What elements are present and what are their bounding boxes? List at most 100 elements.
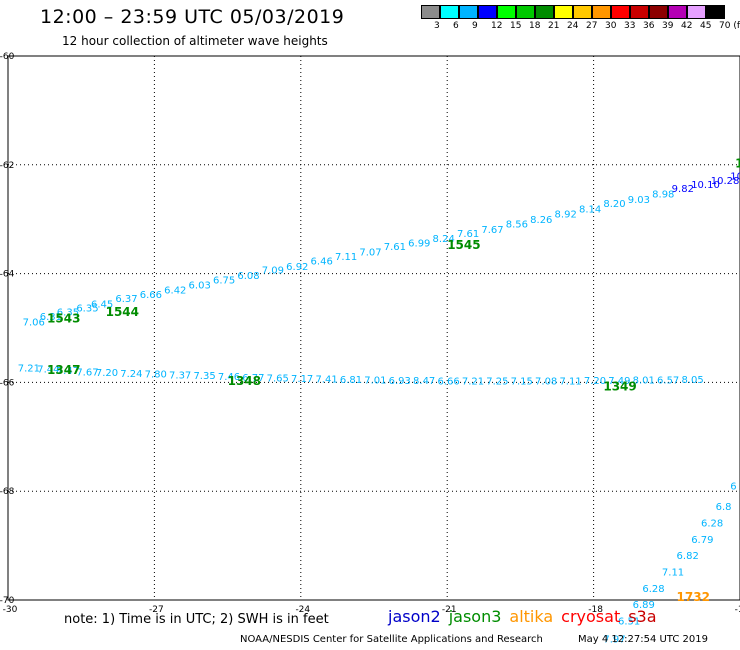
swh-value-label: 6.75 bbox=[213, 275, 235, 286]
colorbar-swatch bbox=[478, 5, 497, 19]
swh-value-label: 6.35 bbox=[57, 307, 79, 318]
colorbar-swatch bbox=[554, 5, 573, 19]
colorbar-swatch bbox=[630, 5, 649, 19]
swh-value-label: 10.10 bbox=[691, 180, 720, 191]
swh-value-label: 7.08 bbox=[535, 377, 557, 388]
colorbar-swatch bbox=[440, 5, 459, 19]
swh-value-label: 6.03 bbox=[189, 280, 211, 291]
colorbar-label: 27 bbox=[586, 21, 598, 31]
colorbar-swatch bbox=[687, 5, 706, 19]
colorbar-label: 24 bbox=[567, 21, 579, 31]
colorbar-swatch bbox=[516, 5, 535, 19]
swh-value-label: 7.67 bbox=[76, 367, 98, 378]
swh-value-label: 8.98 bbox=[652, 189, 674, 200]
satellite-jason2: jason2 bbox=[388, 607, 441, 626]
swh-value-label: 8.01 bbox=[633, 375, 655, 386]
x-tick-label: -24 bbox=[295, 605, 310, 615]
swh-value-label: 7.47 bbox=[57, 366, 79, 377]
swh-value-label: 6.46 bbox=[311, 256, 333, 267]
swh-value-label: 7.15 bbox=[511, 377, 533, 388]
swh-value-label: 6.81 bbox=[340, 375, 362, 386]
x-tick-label: -21 bbox=[442, 605, 457, 615]
swh-value-label: 7.11 bbox=[662, 568, 684, 579]
y-tick-label: -70 bbox=[0, 596, 15, 606]
colorbar-label: 39 bbox=[662, 21, 674, 31]
pass-number-label: 1 bbox=[735, 157, 740, 171]
swh-value-label: 6.93 bbox=[389, 376, 411, 387]
swh-value-label: 6.66 bbox=[140, 290, 162, 301]
colorbar-swatch bbox=[668, 5, 687, 19]
swh-value-label: 6.82 bbox=[677, 551, 699, 562]
colorbar-label: 33 bbox=[624, 21, 636, 31]
swh-value-label: 7.80 bbox=[145, 370, 167, 381]
x-tick-label: -30 bbox=[3, 605, 18, 615]
y-tick-label: -60 bbox=[0, 52, 15, 62]
colorbar-label: 15 bbox=[510, 21, 522, 31]
swh-value-label: 6.92 bbox=[286, 262, 308, 273]
pass-number-label: 1732 bbox=[677, 590, 710, 604]
swh-value-label: 8.56 bbox=[506, 219, 528, 230]
swh-value-label: 7.65 bbox=[267, 373, 289, 384]
swh-value-label: 8.47 bbox=[413, 376, 435, 387]
swh-value-label: 8.05 bbox=[681, 375, 703, 386]
swh-value-label: 6.31 bbox=[40, 312, 62, 323]
swh-value-label: 6.66 bbox=[437, 377, 459, 388]
swh-value-label: 7.46 bbox=[218, 372, 240, 383]
swh-value-label: 8.14 bbox=[579, 205, 601, 216]
colorbar-label: 42 bbox=[681, 21, 693, 31]
swh-value-label: 7.20 bbox=[96, 368, 118, 379]
footer-timestamp: May 4 12:27:54 UTC 2019 bbox=[578, 634, 708, 645]
satellite-cryosat: cryosat bbox=[561, 607, 621, 626]
swh-value-label: 7.01 bbox=[364, 375, 386, 386]
pass-number-label: 1349 bbox=[603, 380, 636, 394]
colorbar-label: 21 bbox=[548, 21, 560, 31]
pass-number-label: 1348 bbox=[228, 374, 261, 388]
swh-value-label: 8.20 bbox=[603, 199, 625, 210]
colorbar-label: 18 bbox=[529, 21, 541, 31]
colorbar-label: 9 bbox=[472, 21, 478, 31]
swh-value-label: 6.08 bbox=[237, 271, 259, 282]
swh-value-label: 7.61 bbox=[457, 229, 479, 240]
colorbar-label: 45 bbox=[700, 21, 712, 31]
y-tick-label: -66 bbox=[0, 378, 15, 388]
swh-value-label: 7.61 bbox=[384, 242, 406, 253]
swh-value-label: 10.01 bbox=[730, 171, 740, 182]
swh-value-label: 7.11 bbox=[559, 377, 581, 388]
note-text: note: 1) Time is in UTC; 2) SWH is in fe… bbox=[64, 612, 329, 627]
colorbar-swatch bbox=[535, 5, 554, 19]
y-tick-label: -62 bbox=[0, 161, 14, 171]
y-tick-label: -68 bbox=[0, 487, 15, 497]
swh-value-label: 6.89 bbox=[633, 600, 655, 611]
colorbar-swatch bbox=[421, 5, 440, 19]
swh-value-label: 7.37 bbox=[169, 371, 191, 382]
swh-value-label: 6.99 bbox=[408, 238, 430, 249]
colorbar-swatch bbox=[497, 5, 516, 19]
colorbar-label: 36 bbox=[643, 21, 655, 31]
colorbar-label: 3 bbox=[434, 21, 440, 31]
swh-value-label: 7.67 bbox=[481, 225, 503, 236]
swh-value-label: 6.77 bbox=[242, 373, 264, 384]
y-tick-label: -64 bbox=[0, 270, 15, 280]
swh-value-label: 6.45 bbox=[91, 299, 113, 310]
swh-value-label: 7.21 bbox=[462, 377, 484, 388]
swh-value-label: 6.37 bbox=[115, 294, 137, 305]
x-tick-label: -15 bbox=[735, 605, 740, 615]
swh-value-label: 7.35 bbox=[193, 371, 215, 382]
x-tick-label: -27 bbox=[149, 605, 164, 615]
pass-number-label: 1543 bbox=[47, 312, 80, 326]
footer-credit: NOAA/NESDIS Center for Satellite Applica… bbox=[240, 634, 543, 645]
swh-value-label: 9.82 bbox=[672, 184, 694, 195]
colorbar-swatch bbox=[459, 5, 478, 19]
swh-value-label: 6.35 bbox=[76, 304, 98, 315]
swh-value-label: 8.24 bbox=[433, 234, 455, 245]
swh-value-label: 7.41 bbox=[315, 374, 337, 385]
plot-frame bbox=[7, 55, 740, 601]
swh-value-label: 7.07 bbox=[359, 248, 381, 259]
swh-value-label: 7.09 bbox=[262, 266, 284, 277]
colorbar-label: 30 bbox=[605, 21, 617, 31]
swh-value-label: 6.51 bbox=[618, 616, 640, 627]
pass-number-label: 1347 bbox=[47, 363, 80, 377]
colorbar-swatch bbox=[592, 5, 611, 19]
